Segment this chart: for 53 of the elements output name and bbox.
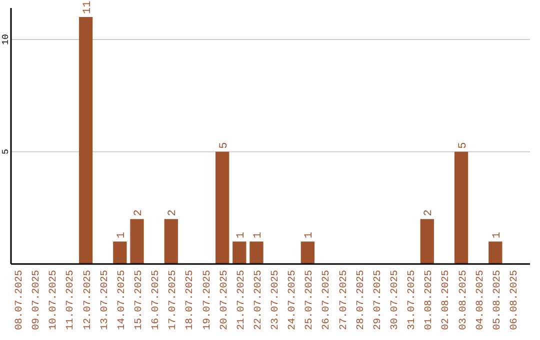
x-tick-label: 15.07.2025 (134, 270, 145, 330)
data-label: 1 (252, 232, 264, 239)
bar (454, 152, 468, 264)
bar (216, 152, 230, 264)
data-label: 1 (235, 232, 248, 239)
x-tick-label: 05.08.2025 (492, 270, 504, 330)
bar (113, 242, 127, 264)
x-tick-label: 19.07.2025 (202, 270, 214, 330)
data-label: 5 (457, 142, 470, 149)
data-label: 1 (116, 232, 128, 239)
x-tick-label: 31.07.2025 (407, 270, 418, 330)
x-tick-label: 18.07.2025 (185, 270, 196, 330)
x-tick-label: 09.07.2025 (32, 270, 43, 330)
x-tick-label: 03.08.2025 (458, 270, 470, 330)
data-label: 1 (491, 232, 504, 239)
data-label: 2 (423, 209, 436, 216)
x-tick-label: 25.07.2025 (304, 270, 316, 330)
bar (164, 219, 178, 264)
bar (232, 242, 246, 264)
bar (250, 242, 264, 264)
x-tick-label: 29.07.2025 (372, 270, 384, 330)
x-tick-label: 23.07.2025 (270, 270, 282, 330)
data-label: 11 (82, 0, 94, 14)
x-tick-label: 27.07.2025 (338, 270, 350, 330)
bar (488, 242, 502, 264)
data-label: 2 (167, 209, 180, 216)
y-tick-label: 10 (1, 34, 11, 45)
x-tick-label: 14.07.2025 (116, 270, 128, 330)
bar (420, 219, 434, 264)
bar (78, 16, 93, 264)
x-tick-label: 20.07.2025 (219, 270, 230, 330)
x-tick-label: 02.08.2025 (441, 270, 452, 330)
x-tick-label: 04.08.2025 (475, 270, 486, 330)
x-tick-label: 10.07.2025 (48, 270, 60, 330)
x-tick-label: 28.07.2025 (356, 270, 367, 330)
x-tick-label: 13.07.2025 (100, 270, 111, 330)
data-label: 1 (304, 232, 316, 239)
x-tick-label: 12.07.2025 (82, 270, 94, 330)
x-tick-label: 11.07.2025 (66, 270, 77, 330)
x-tick-label: 16.07.2025 (151, 270, 162, 330)
x-tick-label: 21.07.2025 (236, 270, 248, 330)
x-tick-label: 17.07.2025 (168, 270, 180, 330)
x-tick-label: 26.07.2025 (322, 270, 333, 330)
x-tick-label: 24.07.2025 (288, 270, 299, 330)
data-label: 5 (218, 142, 230, 149)
x-tick-label: 01.08.2025 (424, 270, 436, 330)
bar (130, 219, 144, 264)
x-tick-label: 30.07.2025 (390, 270, 401, 330)
data-label: 2 (133, 209, 145, 216)
x-tick-label: 06.08.2025 (509, 270, 520, 330)
bar (300, 242, 314, 264)
x-tick-label: 22.07.2025 (253, 270, 264, 330)
x-tick-label: 08.07.2025 (14, 270, 26, 330)
